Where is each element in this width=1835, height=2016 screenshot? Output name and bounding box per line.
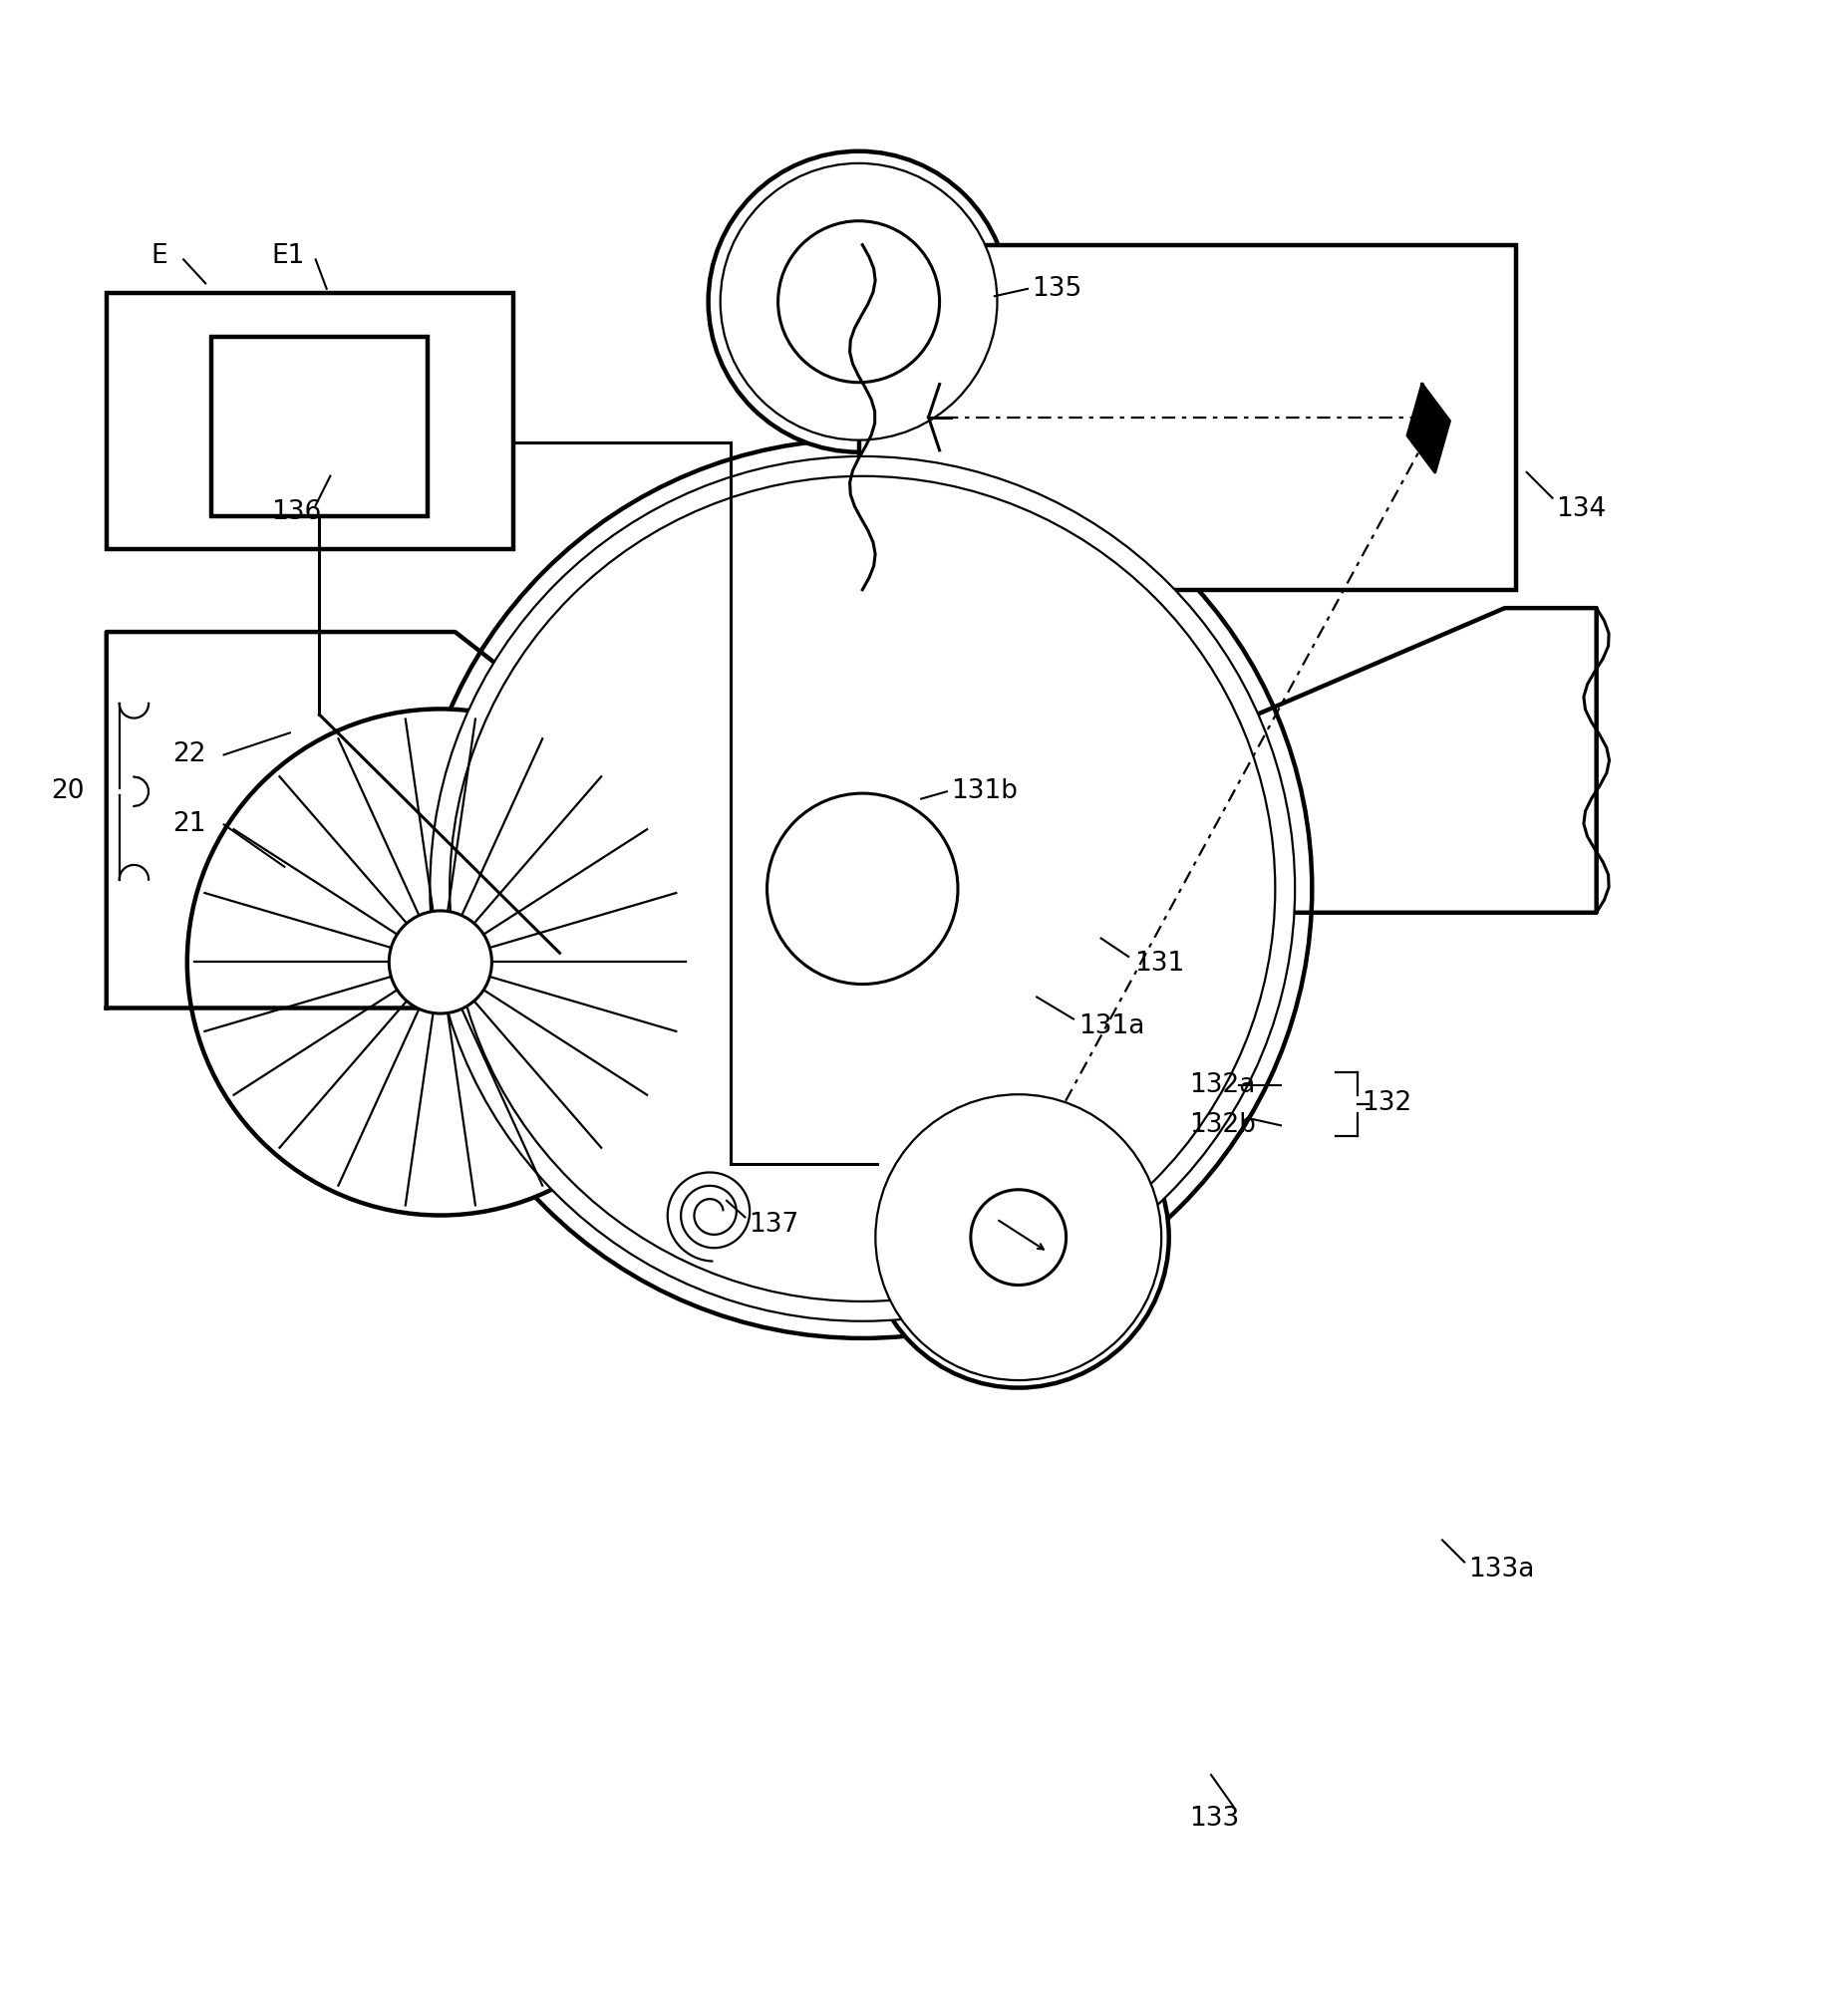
- Circle shape: [708, 151, 1009, 452]
- Bar: [106, 292, 514, 548]
- Text: 21: 21: [172, 812, 206, 837]
- Circle shape: [721, 163, 996, 439]
- Text: 131b: 131b: [951, 778, 1017, 804]
- Text: 137: 137: [749, 1212, 798, 1238]
- Circle shape: [778, 222, 940, 383]
- Text: 20: 20: [51, 778, 84, 804]
- Circle shape: [429, 456, 1296, 1320]
- Text: 131a: 131a: [1079, 1014, 1145, 1040]
- Text: 136: 136: [272, 500, 321, 526]
- Polygon shape: [1407, 385, 1450, 472]
- Text: 132b: 132b: [1189, 1113, 1255, 1139]
- Polygon shape: [1257, 609, 1596, 913]
- Circle shape: [389, 911, 492, 1014]
- Polygon shape: [106, 631, 580, 1008]
- Text: 22: 22: [172, 742, 206, 768]
- Circle shape: [868, 1087, 1169, 1387]
- Text: E1: E1: [272, 242, 305, 268]
- Text: 134: 134: [1556, 496, 1606, 522]
- Circle shape: [767, 794, 958, 984]
- Text: 133: 133: [1189, 1806, 1239, 1833]
- Bar: [859, 244, 1516, 591]
- Circle shape: [413, 439, 1312, 1339]
- Text: E: E: [150, 242, 167, 268]
- Text: 131: 131: [1134, 952, 1184, 978]
- Text: 133a: 133a: [1468, 1556, 1534, 1583]
- Circle shape: [875, 1095, 1162, 1381]
- Bar: [211, 337, 428, 516]
- Text: 132a: 132a: [1189, 1073, 1255, 1099]
- Circle shape: [450, 476, 1275, 1302]
- Text: 132: 132: [1362, 1091, 1411, 1117]
- Circle shape: [187, 710, 694, 1216]
- Circle shape: [971, 1189, 1066, 1284]
- Text: 135: 135: [1031, 276, 1081, 302]
